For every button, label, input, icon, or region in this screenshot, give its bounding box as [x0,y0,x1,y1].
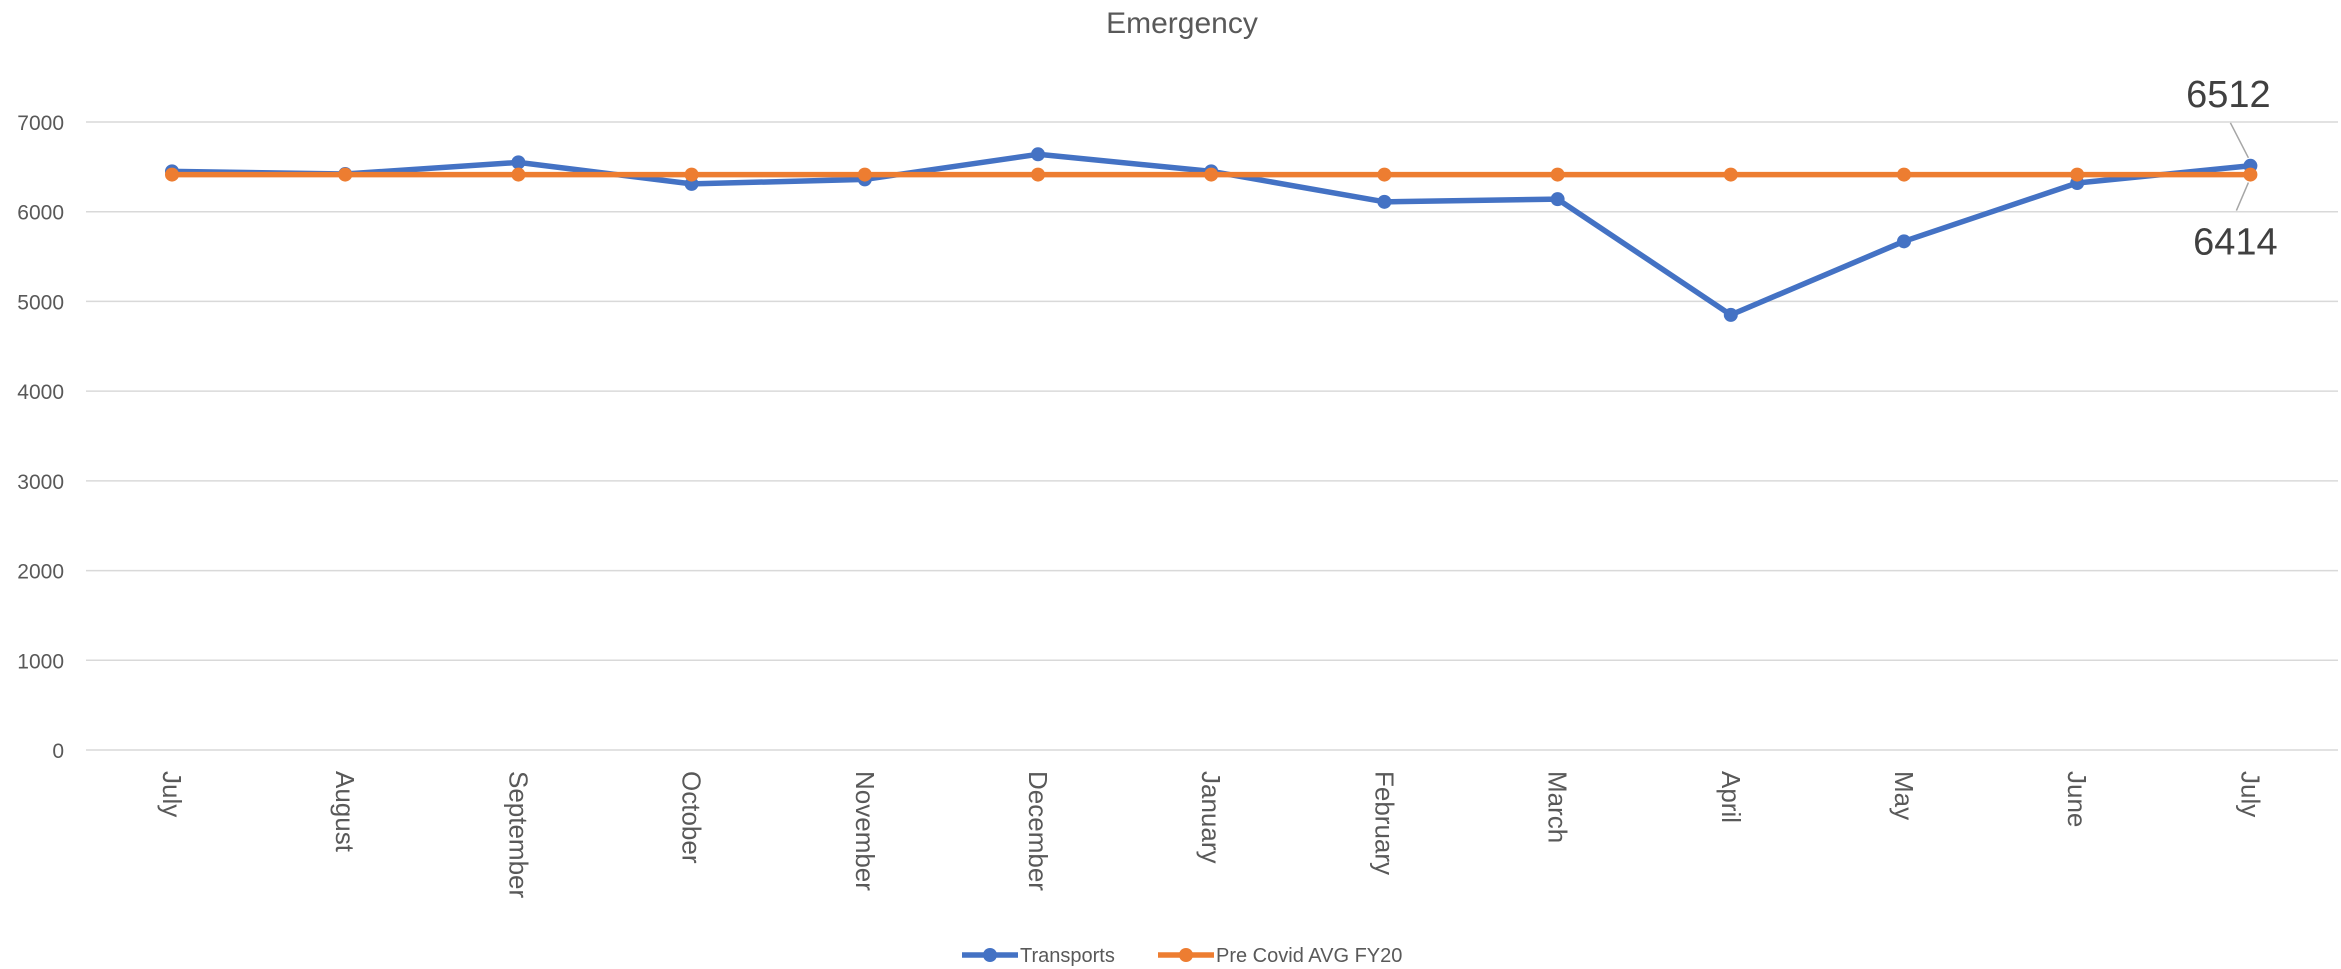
x-tick-label: October [677,771,707,864]
legend-label: Pre Covid AVG FY20 [1216,945,1402,967]
data-callouts: 6512 6414 [2186,74,2278,264]
series-pre-covid-avg [165,167,2258,182]
legend-swatch-marker [1179,948,1193,962]
x-tick-label: September [503,771,533,899]
chart-title: Emergency [1106,7,1258,40]
data-point [1377,194,1392,209]
x-tick-label: July [2235,771,2265,817]
legend-item: Transports [962,945,1115,967]
data-point [1723,167,1738,182]
x-tick-label: April [1716,771,1746,823]
y-tick-label: 1000 [17,650,64,673]
y-tick-label: 0 [52,740,64,763]
x-tick-label: July [157,771,187,817]
y-tick-label: 2000 [17,561,64,584]
data-point [1031,167,1045,182]
y-tick-label: 7000 [17,112,64,135]
y-tick-label: 4000 [17,381,64,404]
data-callout: 6414 [2193,182,2278,264]
callout-label: 6512 [2186,74,2271,116]
legend-label: Transports [1020,945,1115,967]
data-point [1897,167,1911,182]
callout-leader [2229,122,2250,159]
data-point [1550,167,1565,182]
x-tick-label: May [1889,771,1919,820]
data-point [684,167,699,182]
x-tick-label: March [1543,771,1573,843]
gridlines [86,121,2338,751]
data-point [511,167,526,182]
y-tick-label: 6000 [17,202,64,225]
y-tick-label: 5000 [17,291,64,314]
callout-label: 6414 [2193,222,2278,264]
legend-swatch-marker [983,948,997,962]
x-tick-label: August [330,771,360,853]
x-axis-tick-labels: July August September October November Decemb… [157,771,2265,899]
data-point [1377,167,1392,182]
x-tick-label: February [1369,771,1399,875]
data-point [511,155,526,170]
data-point [2243,167,2258,182]
legend-item: Pre Covid AVG FY20 [1158,945,1402,967]
series-lines [165,147,2258,322]
x-tick-label: June [2062,771,2092,827]
data-point [1550,192,1565,207]
x-tick-label: December [1023,771,1053,891]
y-axis-tick-labels: 0 1000 2000 3000 4000 5000 6000 7000 [17,112,64,763]
data-point [1204,167,1219,182]
x-tick-label: November [850,771,880,891]
legend: Transports Pre Covid AVG FY20 [962,945,1402,967]
data-point [2070,167,2085,182]
data-point [1723,307,1738,322]
data-point [165,167,179,182]
data-point [1031,147,1045,162]
y-tick-label: 3000 [17,471,64,494]
data-point [857,167,872,182]
callout-leader [2235,182,2250,211]
data-point [338,167,353,182]
x-tick-label: January [1196,771,1226,864]
data-point [1897,234,1911,249]
data-callout: 6512 [2186,74,2271,159]
